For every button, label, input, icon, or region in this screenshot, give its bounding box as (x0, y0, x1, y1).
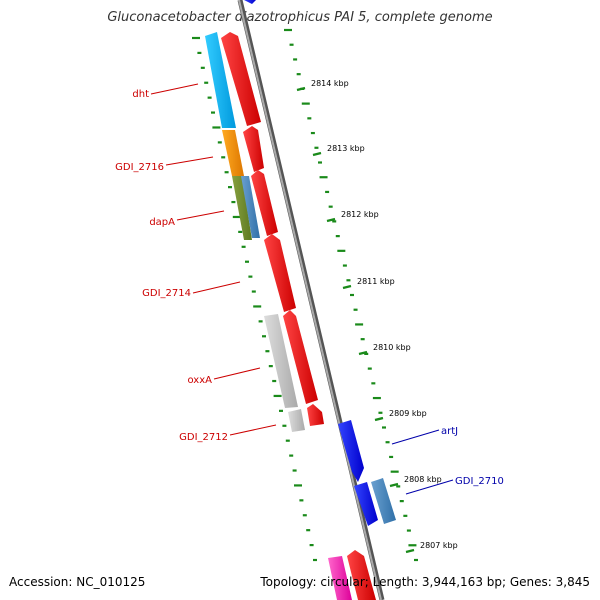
kbp-label: 2807 kbp (420, 541, 458, 550)
gene-dapA[interactable] (232, 176, 252, 240)
kbp-tick-mark (312, 151, 322, 157)
label-leader-line (150, 83, 199, 95)
kbp-label: 2809 kbp (389, 409, 427, 418)
gene-label[interactable]: dapA (149, 217, 175, 228)
kbp-label: 2810 kbp (373, 343, 411, 352)
kbp-label: 2814 kbp (311, 79, 349, 88)
label-leader-line (391, 429, 440, 445)
gene-label[interactable]: artJ (441, 426, 458, 437)
gene-red-1[interactable] (221, 32, 261, 126)
label-leader-line (165, 156, 214, 166)
gene-dapA-adjacent[interactable] (241, 176, 260, 238)
kbp-tick-mark (342, 284, 352, 290)
kbp-label: 2811 kbp (357, 277, 395, 286)
gene-red-3[interactable] (251, 170, 278, 236)
kbp-tick-mark (374, 416, 384, 422)
inner-tick-track (192, 36, 317, 562)
genome-backbone-highlight (238, 0, 382, 600)
gene-label[interactable]: GDI_2712 (179, 432, 228, 443)
gene-GDI_2710[interactable] (371, 478, 396, 524)
label-leader-line (229, 424, 277, 436)
gene-artJ[interactable] (338, 420, 364, 482)
label-leader-line (405, 479, 454, 495)
kbp-tick-mark (389, 482, 399, 488)
kbp-tick-mark (326, 217, 336, 223)
gene-red-6[interactable] (307, 404, 324, 426)
gene-blue-top[interactable] (244, 0, 256, 4)
gene-label[interactable]: dht (132, 89, 149, 100)
kbp-scale: 2814 kbp 2813 kbp 2812 kbp 2811 kbp 2810 kbp… (296, 79, 458, 554)
gene-GDI_2712[interactable] (288, 409, 305, 432)
kbp-label: 2808 kbp (404, 475, 442, 484)
genome-summary: Topology: circular; Length: 3,944,163 bp… (260, 575, 590, 589)
kbp-label: 2813 kbp (327, 144, 365, 153)
gene-red-4[interactable] (264, 234, 296, 312)
accession-text: Accession: NC_010125 (9, 575, 146, 589)
kbp-tick-mark (296, 86, 306, 92)
gene-pink-bottom[interactable] (328, 556, 352, 600)
gene-labels: dht GDI_2716 dapA GDI_2714 oxxA GDI_2712 artJ G… (115, 83, 504, 495)
gene-blue-lower[interactable] (354, 482, 378, 526)
kbp-tick-mark (405, 548, 415, 554)
gene-dht[interactable] (205, 32, 236, 128)
gene-oxxA[interactable] (264, 314, 298, 408)
gene-label[interactable]: GDI_2714 (142, 288, 191, 299)
kbp-label: 2812 kbp (341, 210, 379, 219)
gene-red-bottom[interactable] (347, 550, 376, 600)
outer-tick-track (284, 28, 418, 562)
gene-label[interactable]: GDI_2716 (115, 162, 164, 173)
gene-label[interactable]: GDI_2710 (455, 476, 504, 487)
label-leader-line (192, 281, 241, 294)
gene-red-2[interactable] (243, 126, 264, 172)
label-leader-line (213, 367, 261, 380)
kbp-tick-mark (358, 350, 368, 356)
label-leader-line (176, 210, 225, 221)
gene-label[interactable]: oxxA (188, 375, 213, 386)
gene-GDI_2716[interactable] (222, 130, 244, 176)
gene-red-5[interactable] (283, 310, 318, 404)
map-title: Gluconacetobacter diazotrophicus PAI 5, … (107, 10, 493, 25)
